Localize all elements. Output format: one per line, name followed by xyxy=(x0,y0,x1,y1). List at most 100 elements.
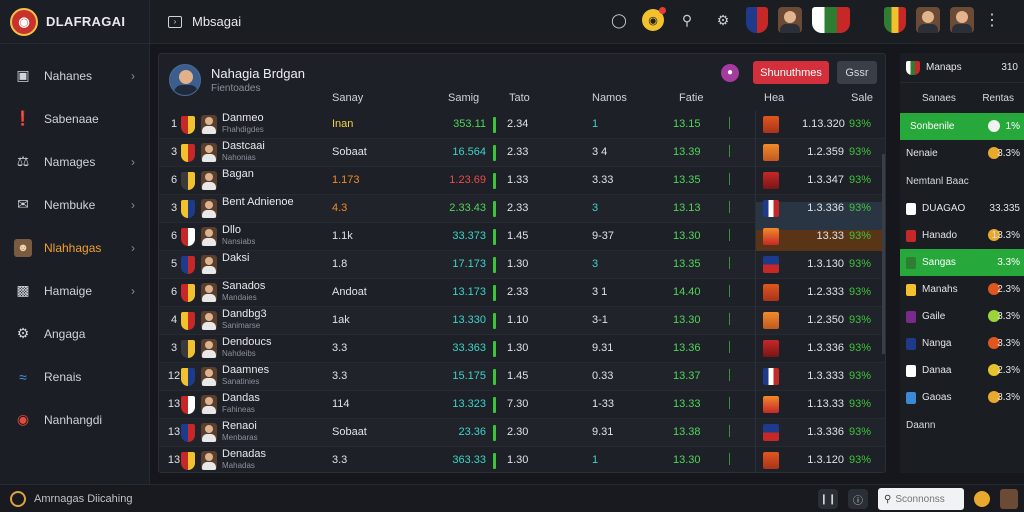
player-name-cell[interactable]: Dendoucs Nahdeibs xyxy=(222,337,272,359)
table-row[interactable]: 3 Dendoucs Nahdeibs 3.3 33.363 1.30 9.31 13.36 │… xyxy=(159,335,885,363)
player-name-cell[interactable]: Dastcaai Nahonias xyxy=(222,141,265,163)
right-list-item[interactable]: Manahs 2.3% xyxy=(900,276,1024,303)
team-crest-icon xyxy=(906,283,916,296)
table-row[interactable]: 6 Dllo Nansiabs 1.1k 33.373 1.45 9-37 13.30 │ 13.… xyxy=(159,223,885,258)
user-avatar[interactable] xyxy=(950,7,974,33)
right-list-item[interactable]: Sangas 3.3% xyxy=(900,249,1024,276)
top-icons: ◯ ◉ ⚲ ⚙ ⋮ xyxy=(606,6,1000,34)
cell-c6: 1.3.120 xyxy=(807,454,844,466)
sidebar-item-hamaige[interactable]: ▩ Hamaige › xyxy=(0,269,149,312)
settings-icon[interactable]: ⚙ xyxy=(716,11,730,28)
search-input[interactable] xyxy=(895,493,958,505)
cell-c6: 1.3.336 xyxy=(807,342,844,354)
table-row[interactable]: 6 Bagan 1.173 1.23.69 1.33 3.33 13.35 │ 1.3.347 9… xyxy=(159,167,885,195)
table-row[interactable]: 5 Daksi 1.8 17.173 1.30 3 13.35 │ 1.3.130 93% xyxy=(159,251,885,279)
player-name-cell[interactable]: Daamnes Sanatinies xyxy=(222,365,269,387)
table-row[interactable]: 6 Sanados Mandaies Andoat 13.173 2.33 3 1 14.40… xyxy=(159,279,885,307)
table-row[interactable]: 13 Dandas Fahineas 114 13.323 7.30 1-33 13.33 │ 1… xyxy=(159,391,885,419)
column-header[interactable]: Tato xyxy=(509,92,530,104)
globe-icon[interactable]: ◯ xyxy=(611,11,627,28)
team-crest-icon xyxy=(181,200,195,218)
player-name-cell[interactable]: Bent Adnienoe xyxy=(222,197,294,208)
sidebar-item-nanhangdi[interactable]: ◉ Nanhangdi xyxy=(0,398,149,441)
user-avatar[interactable] xyxy=(778,7,802,33)
player-face-icon xyxy=(201,423,217,442)
pause-icon[interactable]: ❙❙ xyxy=(818,489,838,509)
team-crest-icon xyxy=(181,424,195,442)
player-name-cell[interactable]: Renaoi Menbaras xyxy=(222,421,258,443)
right-list-item[interactable]: Hanado 13.3% xyxy=(900,222,1024,249)
sidebar-item-label: Renais xyxy=(44,369,82,384)
right-list-item[interactable]: Nanga 3.3% xyxy=(900,330,1024,357)
table-row[interactable]: 13 Denadas Mahadas 3.3 363.33 1.30 1 13.30 │ 1.3.… xyxy=(159,447,885,472)
right-list-item[interactable]: Nenaie 3.3% xyxy=(900,140,1024,167)
brand[interactable]: ◉ DLAFRAGAI xyxy=(0,0,149,44)
sidebar-item-namages[interactable]: ⚖ Namages › xyxy=(0,140,149,183)
sidebar-item-angaga[interactable]: ⚙ Angaga xyxy=(0,312,149,355)
notification-icon[interactable]: ◉ xyxy=(642,7,666,31)
scrollbar[interactable] xyxy=(882,154,885,354)
right-list-item[interactable]: Danaa 2.3% xyxy=(900,357,1024,384)
player-name-cell[interactable]: Sanados Mandaies xyxy=(222,281,265,303)
team-crest-icon xyxy=(181,256,195,274)
right-panel-header[interactable]: Manaps 310 xyxy=(900,53,1024,83)
right-section-title: Nemtanl Baac xyxy=(906,175,969,187)
table-row[interactable]: 3 Bent Adnienoe 4.3 2.33.43 2.33 3 13.13 │ 1.3.3… xyxy=(159,195,885,230)
coin-icon[interactable] xyxy=(974,491,990,507)
table-row[interactable]: 13 Renaoi Menbaras Sobaat 23.36 2.30 9.31 13.38… xyxy=(159,419,885,447)
primary-action-button[interactable]: Shunuthmes xyxy=(753,61,829,84)
column-header[interactable]: Samig xyxy=(448,92,480,104)
search-box[interactable]: ⚲ xyxy=(878,488,964,510)
team-crest-icon[interactable] xyxy=(812,7,850,33)
sidebar-item-nembuke[interactable]: ✉ Nembuke › xyxy=(0,183,149,226)
column-divider xyxy=(755,251,756,279)
column-header[interactable]: Namos xyxy=(592,92,627,104)
player-name-cell[interactable]: Danmeo Fhahdigdes xyxy=(222,113,264,135)
user-avatar[interactable] xyxy=(1000,489,1018,509)
sidebar-item-nahanes[interactable]: ▣ Nahanes › xyxy=(0,54,149,97)
cell-c7: 93% xyxy=(849,370,872,382)
tick-icon: │ xyxy=(727,118,734,129)
right-list-item[interactable]: Sonbenile 1% xyxy=(900,113,1024,140)
team-crest-icon xyxy=(181,284,195,302)
column-header[interactable]: Sanay xyxy=(332,92,364,104)
right-list-item[interactable]: Gaoas 3.3% xyxy=(900,384,1024,411)
more-icon[interactable]: ⋮ xyxy=(984,12,1000,29)
sidebar-item-label: Nlahhagas xyxy=(44,240,102,255)
player-name-cell[interactable]: Dandas Fahineas xyxy=(222,393,260,415)
wave-icon: ≈ xyxy=(19,368,27,385)
sidebar-item-renais[interactable]: ≈ Renais xyxy=(0,355,149,398)
player-name-cell[interactable]: Dandbg3 Sanimarse xyxy=(222,309,267,331)
team-crest-icon[interactable] xyxy=(746,7,768,33)
user-avatar[interactable] xyxy=(916,7,940,33)
info-icon[interactable]: ⓘ xyxy=(848,489,868,509)
sidebar-item-sabenaae[interactable]: ❗ Sabenaae xyxy=(0,97,149,140)
table-row[interactable]: 4 Dandbg3 Sanimarse 1ak 13.330 1.10 3-1 13.30 │ 1… xyxy=(159,307,885,335)
filter-icon[interactable]: ● xyxy=(721,63,739,82)
tick-icon: │ xyxy=(727,286,734,297)
team-crest-icon[interactable] xyxy=(884,7,906,33)
right-list-item[interactable]: DUAGAO 33.335 xyxy=(900,195,1024,222)
cell-c6: 1.2.350 xyxy=(807,314,844,326)
table-row[interactable]: 1 Danmeo Fhahdigdes Inan 353.11 2.34 1 13.15 │ 1.… xyxy=(159,111,885,139)
cell-c3: 1.30 xyxy=(507,342,529,354)
secondary-action-button[interactable]: Gssr xyxy=(837,61,877,84)
column-header[interactable]: Fatie xyxy=(679,92,704,104)
column-header[interactable]: Hea xyxy=(764,92,785,104)
panel-subtitle: Fientoades xyxy=(211,83,261,94)
player-name: Daksi xyxy=(222,252,250,264)
player-name-cell[interactable]: Daksi xyxy=(222,253,250,264)
player-subtitle: Mahadas xyxy=(222,461,255,470)
column-header[interactable]: Sale xyxy=(851,92,874,104)
table-row[interactable]: 12 Daamnes Sanatinies 3.3 15.175 1.45 0.33 13.3… xyxy=(159,363,885,391)
player-name-cell[interactable]: Denadas Mahadas xyxy=(222,449,266,471)
sidebar-item-nlahhagas[interactable]: ☻ Nlahhagas › xyxy=(0,226,149,269)
table-row[interactable]: 3 Dastcaai Nahonias Sobaat 16.564 2.33 3 4 13.3… xyxy=(159,139,885,167)
right-list-item[interactable]: Gaile 3.3% xyxy=(900,303,1024,330)
table-header: Sanay Samig Tato Namos Fatie Hea Sale xyxy=(159,90,885,110)
player-name-cell[interactable]: Bagan xyxy=(222,169,254,180)
search-icon[interactable]: ⚲ xyxy=(681,11,693,28)
player-name-cell[interactable]: Dllo Nansiabs xyxy=(222,225,255,247)
cell-c3: 1.45 xyxy=(507,230,529,242)
